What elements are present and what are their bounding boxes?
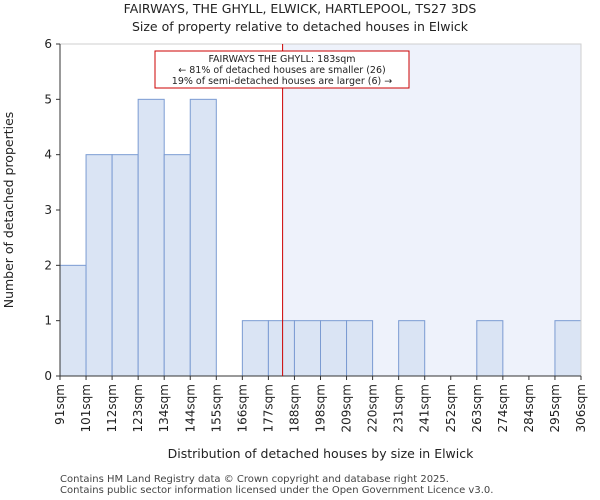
x-tick-label: 252sqm — [444, 384, 458, 432]
y-tick-label: 4 — [44, 148, 52, 162]
bar-91sqm — [59, 264, 87, 377]
x-tick-label: 101sqm — [79, 384, 93, 432]
x-tick-label: 188sqm — [287, 384, 301, 432]
bar-166sqm — [241, 320, 269, 377]
y-tick-label: 1 — [44, 314, 52, 328]
x-tick-label: 263sqm — [470, 384, 484, 432]
annotation-border — [154, 50, 410, 89]
x-tick-label: 274sqm — [496, 384, 510, 432]
x-tick-label: 177sqm — [261, 384, 275, 432]
bar-177sqm — [267, 320, 295, 377]
x-tick-label: 306sqm — [574, 384, 588, 432]
bar-209sqm — [346, 320, 374, 377]
histogram-chart: 0 1 2 3 4 5 6 91sqm 101sqm 112sqm 123sqm 134sqm 144s… — [1, 37, 588, 461]
y-tick-label: 5 — [44, 92, 52, 106]
y-tick-label: 0 — [44, 369, 52, 383]
y-tick-label: 2 — [44, 258, 52, 272]
x-tick-label: 220sqm — [366, 384, 380, 432]
y-axis-label: Number of detached properties — [1, 112, 16, 309]
x-tick-label: 166sqm — [235, 384, 249, 432]
annotation-line-1: FAIRWAYS THE GHYLL: 183sqm — [208, 54, 355, 65]
y-tick-label: 3 — [44, 203, 52, 217]
bar-101sqm — [85, 154, 113, 377]
footer-line-1: Contains HM Land Registry data © Crown c… — [60, 474, 449, 485]
x-tick-label: 241sqm — [418, 384, 432, 432]
x-tick-label: 231sqm — [392, 384, 406, 432]
bar-123sqm — [137, 98, 165, 377]
bar-188sqm — [293, 320, 322, 377]
bar-112sqm — [111, 154, 139, 377]
x-tick-label: 123sqm — [131, 384, 145, 432]
bar-263sqm — [476, 320, 504, 377]
bar-198sqm — [320, 320, 348, 377]
x-tick-label: 209sqm — [340, 384, 354, 432]
bar-295sqm — [554, 320, 582, 377]
x-tick-label: 91sqm — [53, 384, 67, 425]
bar-231sqm — [398, 320, 426, 377]
x-tick-label: 155sqm — [209, 384, 223, 432]
annotation-box: FAIRWAYS THE GHYLL: 183sqm ← 81% of deta… — [154, 50, 410, 89]
x-tick-label: 198sqm — [314, 384, 328, 432]
annotation-line-2: ← 81% of detached houses are smaller (26… — [178, 65, 385, 76]
x-tick-label: 295sqm — [548, 384, 562, 432]
x-tick-label: 144sqm — [183, 384, 197, 432]
x-tick-label: 112sqm — [105, 384, 119, 432]
chart-title: FAIRWAYS, THE GHYLL, ELWICK, HARTLEPOOL,… — [123, 1, 477, 16]
x-tick-label: 284sqm — [522, 384, 536, 432]
chart-subtitle: Size of property relative to detached ho… — [131, 19, 469, 34]
footer-line-2: Contains public sector information licen… — [60, 485, 494, 496]
annotation-line-3: 19% of semi-detached houses are larger (… — [172, 76, 392, 87]
x-tick-label: 134sqm — [157, 384, 171, 432]
bar-134sqm — [163, 154, 191, 377]
bar-144sqm — [189, 98, 217, 377]
y-tick-label: 6 — [44, 37, 52, 51]
x-axis-label: Distribution of detached houses by size … — [168, 446, 475, 461]
